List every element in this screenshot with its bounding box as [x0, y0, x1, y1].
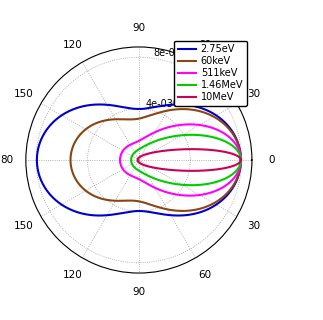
10MeV [136, 159, 140, 163]
Line: 1.46MeV: 1.46MeV [131, 135, 241, 185]
511keV [174, 193, 178, 196]
1.46MeV [129, 158, 133, 162]
60keV [133, 117, 137, 121]
10MeV [136, 157, 140, 161]
2.75eV [155, 105, 159, 109]
511keV [145, 134, 149, 138]
1.46MeV [139, 146, 143, 150]
Line: 2.75eV: 2.75eV [37, 104, 241, 216]
60keV [192, 208, 195, 212]
2.75eV [152, 211, 156, 215]
511keV [143, 181, 147, 185]
1.46MeV [160, 179, 164, 183]
1.46MeV [132, 165, 136, 169]
60keV [144, 115, 148, 119]
10MeV [137, 155, 141, 159]
2.75eV [137, 107, 141, 111]
10MeV [138, 155, 142, 159]
511keV [128, 173, 132, 177]
Line: 60keV: 60keV [70, 109, 241, 211]
511keV [128, 143, 132, 147]
2.75eV [104, 103, 108, 107]
1.46MeV [132, 151, 136, 155]
Line: 10MeV: 10MeV [138, 149, 241, 171]
60keV [113, 117, 117, 121]
1.46MeV [239, 158, 243, 162]
60keV [150, 203, 153, 207]
10MeV [138, 161, 142, 165]
1.46MeV [239, 158, 243, 162]
2.75eV [103, 213, 107, 217]
60keV [112, 199, 116, 203]
1.46MeV [141, 145, 145, 148]
10MeV [136, 158, 140, 162]
1.46MeV [141, 171, 144, 175]
10MeV [239, 158, 243, 162]
511keV [130, 142, 134, 146]
60keV [239, 158, 243, 162]
2.75eV [239, 158, 243, 162]
2.75eV [239, 158, 243, 162]
Line: 511keV: 511keV [120, 124, 241, 196]
Legend: 2.75eV, 60keV, 511keV, 1.46MeV, 10MeV: 2.75eV, 60keV, 511keV, 1.46MeV, 10MeV [174, 41, 247, 106]
10MeV [143, 164, 147, 167]
2.75eV [146, 106, 150, 110]
60keV [239, 158, 243, 162]
2.75eV [195, 211, 199, 215]
511keV [239, 158, 243, 162]
10MeV [239, 158, 243, 162]
60keV [152, 112, 156, 116]
511keV [141, 137, 144, 141]
511keV [239, 158, 243, 162]
